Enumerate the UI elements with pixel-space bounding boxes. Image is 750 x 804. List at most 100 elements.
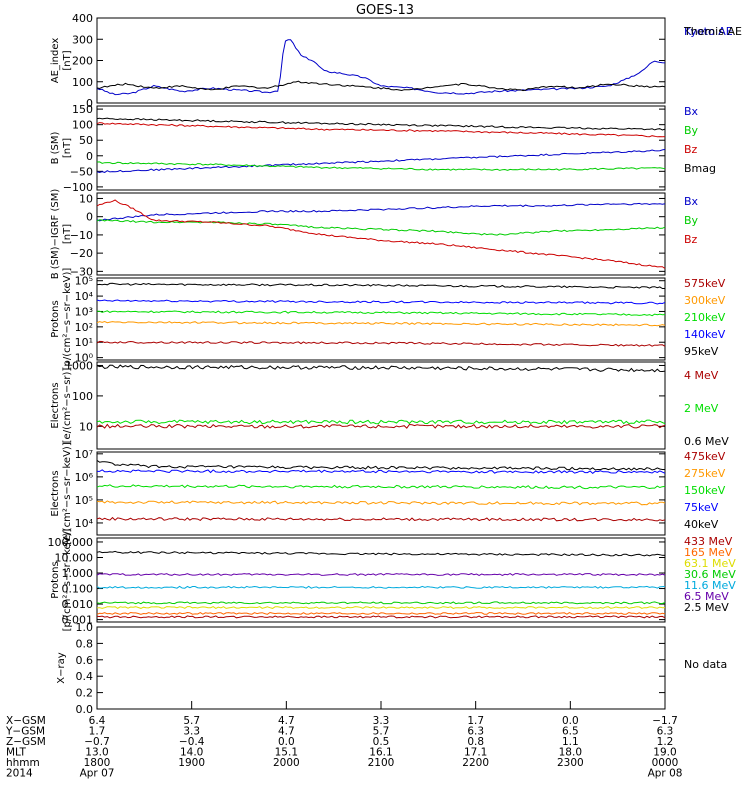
x-axis-value: 6.3 <box>657 726 674 738</box>
x-axis-value: 6.4 <box>89 715 106 727</box>
series-line-ae-0 <box>96 39 666 96</box>
series-line-electrons_mev-2 <box>96 364 666 373</box>
x-axis-value: 16.1 <box>369 747 392 759</box>
panel-frame <box>96 105 666 191</box>
x-axis-value: 3.3 <box>373 715 390 727</box>
x-axis-value: 1.2 <box>657 736 674 748</box>
legend-entry: 150keV <box>684 484 726 497</box>
x-axis-value: 18.0 <box>559 747 582 759</box>
series-line-bigrf-0 <box>96 202 666 222</box>
y-tick-label: 50 <box>79 134 93 147</box>
legend-entry: 165 MeV <box>684 546 733 559</box>
y-axis-label: [e/(cm²−s−sr−keV)] <box>62 442 73 545</box>
y-tick-label: 150 <box>72 103 93 116</box>
y-tick-label: 300 <box>72 33 93 46</box>
series-line-electrons_kev-4 <box>96 459 665 471</box>
x-axis-value: 0000 <box>652 757 679 769</box>
y-tick-label: 10⁵ <box>75 275 93 288</box>
x-axis-value: 1900 <box>178 757 205 769</box>
panel-protons_mev: 0.001 0.010 0.100 1.000 10.000 100.000 Protons… <box>48 529 737 632</box>
x-axis-value: 14.0 <box>180 747 203 759</box>
x-axis-value: 1.1 <box>562 736 579 748</box>
legend-entry: 11.6 MeV <box>684 579 736 592</box>
legend-entry: Themis AE <box>683 25 742 38</box>
panel-frame <box>96 17 666 104</box>
y-axis-label: [p/(cm²−s−sr−keV)] <box>62 268 73 371</box>
x-axis-value: 15.1 <box>275 747 298 759</box>
y-tick-label: 0.0 <box>76 703 94 716</box>
x-axis-value: Apr 08 <box>648 768 683 780</box>
y-tick-label: 0.8 <box>76 637 94 650</box>
x-axis-value: 13.0 <box>85 747 108 759</box>
y-axis-label: [nT] <box>62 138 73 158</box>
y-axis-label: B (SM)−IGRF (SM) <box>50 189 61 280</box>
series-line-bsm-2 <box>96 122 666 138</box>
panel-frame <box>96 361 666 450</box>
panel-xray: 0.0 0.2 0.4 0.6 0.8 1.0 X−ray No data <box>56 621 727 716</box>
no-data-note: No data <box>684 658 727 671</box>
legend-entry: Bz <box>684 233 698 246</box>
y-axis-label: B (SM) <box>50 131 61 164</box>
legend-entry: 275keV <box>684 467 726 480</box>
series-line-protons_low-4 <box>96 282 665 289</box>
y-tick-label: −20 <box>70 247 93 260</box>
legend-entry: 433 MeV <box>684 535 733 548</box>
series-line-electrons_kev-2 <box>96 484 666 490</box>
panel-protons_low: 10⁰ 10¹ 10² 10³ 10⁴ 10⁵ Protons [p/(cm²−s−sr−ke… <box>50 268 726 371</box>
x-axis-value: 2000 <box>273 757 300 769</box>
y-axis-label: [nT] <box>62 224 73 244</box>
y-axis-label: [nT] <box>62 50 73 70</box>
legend-entry: 30.6 MeV <box>684 568 736 581</box>
y-tick-label: 1000 <box>65 359 93 372</box>
panel-bsm: −100 −50 0 50 100 150 B (SM) [nT] Bx By Bz Bmag <box>50 103 716 194</box>
x-axis-value: 4.7 <box>278 715 295 727</box>
x-axis-value: 1.7 <box>467 715 484 727</box>
y-axis-label: [e/(cm²−s−sr)] <box>62 368 73 444</box>
x-axis-value: 6.3 <box>467 726 484 738</box>
y-tick-label: 0.2 <box>76 687 94 700</box>
series-line-bigrf-2 <box>96 199 666 269</box>
y-axis-label: AE_index <box>50 38 61 84</box>
x-axis-row-label: Y−GSM <box>5 726 45 738</box>
legend-entry: 95keV <box>684 345 719 358</box>
x-axis-value: 4.7 <box>278 726 295 738</box>
x-axis-value: Apr 07 <box>80 768 115 780</box>
x-axis-row-label: hhmm <box>6 757 40 769</box>
y-tick-label: 400 <box>72 12 93 25</box>
series-line-bigrf-1 <box>96 219 666 236</box>
series-line-protons_mev-0 <box>96 615 666 619</box>
panel-electrons_mev: 10 100 1000 Electrons [e/(cm²−s−sr)] 4 MeV 2 M… <box>50 359 729 450</box>
x-axis-row-label: 2014 <box>6 768 33 780</box>
series-line-bsm-1 <box>96 161 666 171</box>
x-axis-value: 0.8 <box>467 736 484 748</box>
x-axis-value: 0.5 <box>373 736 390 748</box>
y-tick-label: 10 <box>79 192 93 205</box>
y-tick-label: 10⁷ <box>75 448 93 461</box>
series-line-electrons_mev-1 <box>96 419 666 425</box>
y-tick-label: −30 <box>70 265 93 278</box>
y-axis-label: [p/(cm²−s−sr−keV)] <box>62 529 73 632</box>
legend-entry: 2 MeV <box>684 402 719 415</box>
y-tick-label: 100.000 <box>48 536 94 549</box>
x-axis-row-label: X−GSM <box>6 715 46 727</box>
y-tick-label: 10² <box>75 321 93 334</box>
panel-frame <box>96 451 666 536</box>
y-tick-label: 0 <box>86 97 93 110</box>
series-line-ae-1 <box>96 80 666 92</box>
y-axis-label: X−ray <box>56 652 67 683</box>
y-tick-label: 10⁴ <box>75 517 94 530</box>
panel-ae: 0 100 200 300 400 AE_index [nT] Kyoto AEThemis … <box>50 12 742 110</box>
y-tick-label: 10⁶ <box>75 471 94 484</box>
legend-entry: Bx <box>684 195 699 208</box>
panel-bigrf: −30 −20 −10 0 10 B (SM)−IGRF (SM) [nT] Bx By Bz <box>50 189 699 280</box>
y-tick-label: 1.0 <box>76 621 94 634</box>
y-tick-label: −100 <box>63 181 93 194</box>
legend-entry: Kyoto AE <box>684 25 733 38</box>
legend-entry: By <box>684 124 699 137</box>
panel-frame <box>96 537 666 623</box>
x-axis-value: 5.7 <box>183 715 200 727</box>
series-line-protons_mev-3 <box>96 601 666 605</box>
y-tick-label: 0 <box>86 150 93 163</box>
legend-entry: 40keV <box>684 518 719 531</box>
